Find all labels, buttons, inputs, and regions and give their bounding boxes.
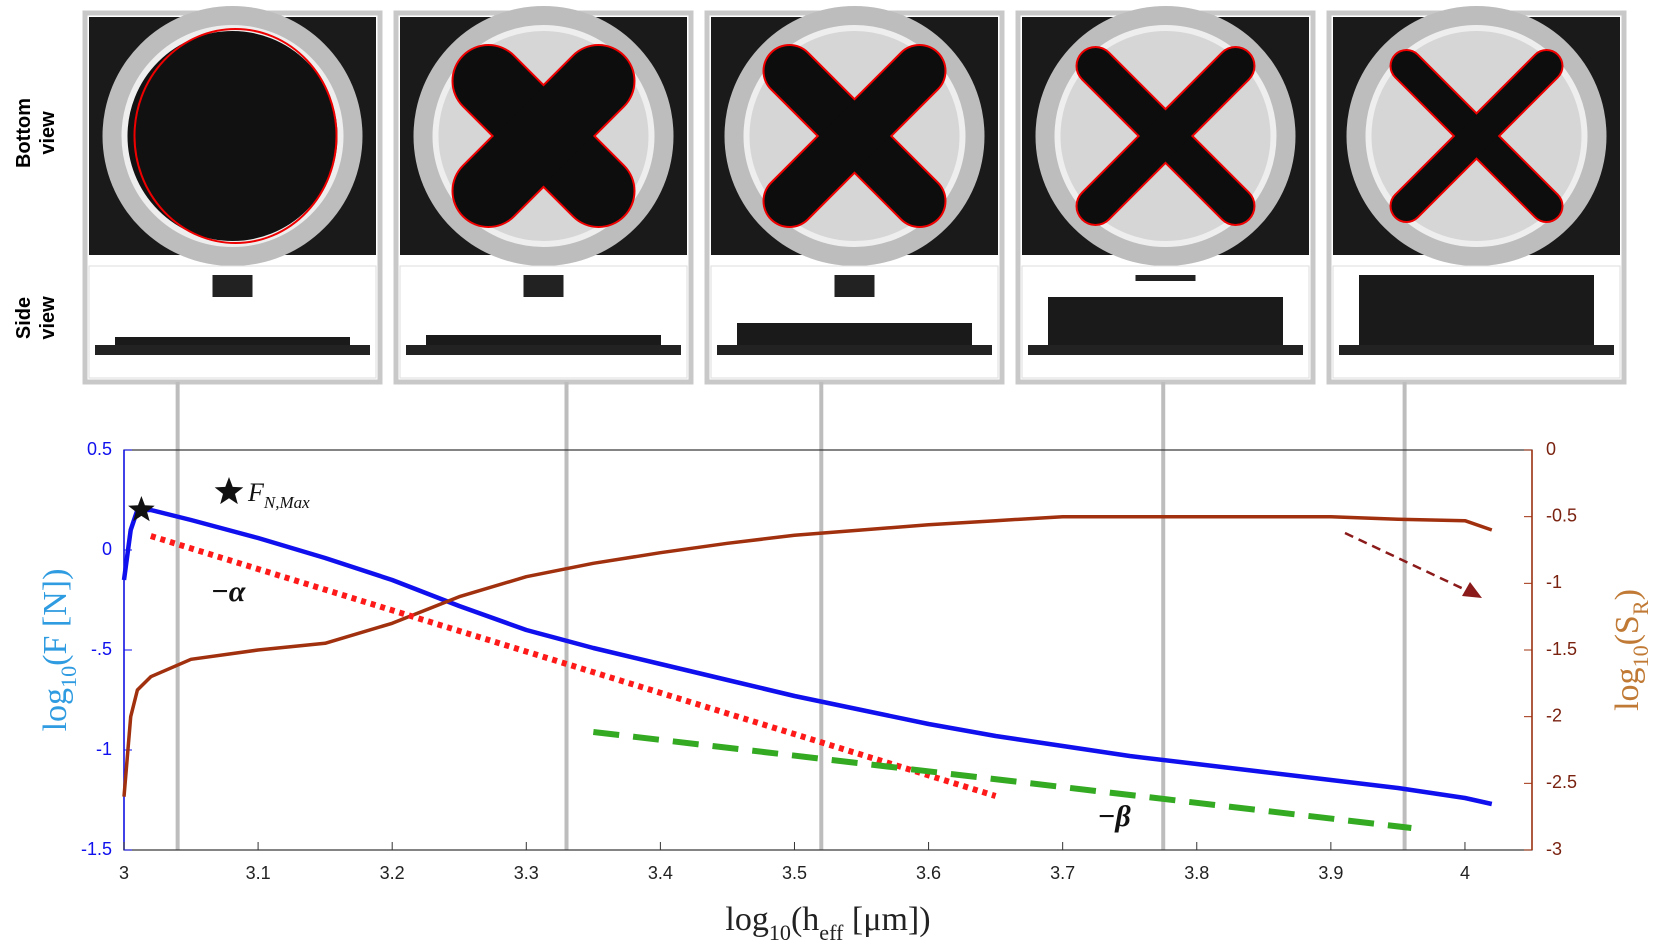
liquid-bridge: [426, 335, 661, 345]
y2-tick-label: -0.5: [1546, 505, 1577, 525]
liquid-bridge: [1359, 275, 1594, 345]
row-label: Bottom view: [13, 98, 59, 168]
fit-line: [592, 729, 1412, 831]
x-tick-label: 3.1: [246, 863, 271, 883]
contact-area: [1391, 51, 1562, 221]
axis-label: log10(SR): [1609, 589, 1653, 711]
axes-box: [123, 449, 1533, 851]
y-tick-label: -1.5: [81, 839, 112, 859]
bottom-plate: [95, 345, 370, 355]
label-part: log: [725, 901, 768, 938]
label-part: (h: [791, 901, 819, 938]
max-marker: [128, 496, 155, 522]
ring-inner: [121, 25, 344, 247]
bottom-plate: [406, 345, 681, 355]
label-part: [μm]): [843, 901, 930, 938]
label-part: N,Max: [263, 493, 310, 512]
bottom-plate: [717, 345, 992, 355]
label-part: R: [1628, 600, 1653, 615]
max-label: FN,Max: [247, 478, 310, 512]
top-plate: [212, 275, 253, 297]
axis-label: log10(heff [μm]): [725, 901, 930, 945]
bottom-plate: [1028, 345, 1303, 355]
row-label: Side view: [13, 296, 59, 340]
label-part: log: [1609, 667, 1646, 710]
fit-line: [149, 533, 997, 799]
y-tick-label: -.5: [91, 639, 112, 659]
max-legend-star: [214, 477, 244, 505]
x-tick-label: 3.4: [648, 863, 673, 883]
y-tick-label: 0: [102, 539, 112, 559]
contact-outline: [133, 28, 338, 244]
x-tick-label: 3.2: [380, 863, 405, 883]
x-tick-label: 4: [1460, 863, 1470, 883]
label-part: eff: [819, 920, 844, 945]
label-part: 10: [1628, 645, 1653, 667]
label-part: (S: [1609, 615, 1646, 645]
top-plate: [523, 275, 564, 297]
x-tick-label: 3.9: [1318, 863, 1343, 883]
label-part: log: [37, 688, 74, 731]
axis-label: log10(F [N]): [37, 569, 81, 732]
row-label-word: Bottom: [13, 98, 35, 168]
trend-arrow: [1344, 531, 1471, 594]
top-plate: [834, 275, 875, 297]
contact-area: [453, 46, 634, 226]
row-label-word: view: [37, 111, 59, 155]
x-tick-label: 3.6: [916, 863, 941, 883]
label-part: F: [247, 478, 265, 507]
liquid-bridge: [115, 337, 350, 345]
x-tick-label: 3.8: [1184, 863, 1209, 883]
contact-area: [1077, 48, 1254, 224]
label-part: ): [1609, 589, 1646, 600]
top-plate: [1135, 275, 1196, 281]
fit-label: −β: [1097, 800, 1131, 833]
row-label-word: Side: [13, 297, 35, 339]
series-line: [122, 514, 1493, 797]
liquid-bridge: [1048, 297, 1283, 345]
y2-tick-label: -2.5: [1546, 772, 1577, 792]
contact-area: [764, 46, 945, 226]
bottom-plate: [1339, 345, 1614, 355]
trend-arrow-head: [1462, 582, 1482, 598]
label-part: 10: [56, 666, 81, 688]
x-tick-label: 3.5: [782, 863, 807, 883]
y-tick-label: 0.5: [87, 439, 112, 459]
row-label-word: view: [37, 296, 59, 340]
x-tick-label: 3: [119, 863, 129, 883]
x-tick-label: 3.3: [514, 863, 539, 883]
y2-tick-label: -2: [1546, 705, 1562, 725]
plot: 3 3.1 3.2 3.3 3.4 3.5 3.6 3.7 3.8 3.9 4 0.5 0 -.5 -1 -1…: [37, 382, 1653, 945]
y2-tick-label: 0: [1546, 439, 1556, 459]
y-tick-label: -1: [96, 739, 112, 759]
x-tick-label: 3.7: [1050, 863, 1075, 883]
y2-tick-label: -1.5: [1546, 639, 1577, 659]
fit-label: −α: [211, 575, 246, 608]
label-part: 10: [769, 920, 791, 945]
liquid-bridge: [737, 323, 972, 345]
y2-tick-label: -3: [1546, 839, 1562, 859]
label-part: (F [N]): [37, 569, 74, 666]
y2-tick-label: -1: [1546, 572, 1562, 592]
series-line: [121, 507, 1493, 807]
